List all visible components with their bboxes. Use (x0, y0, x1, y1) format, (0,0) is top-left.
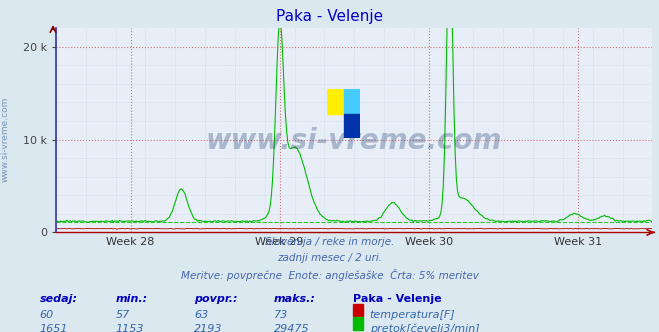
Text: www.si-vreme.com: www.si-vreme.com (206, 126, 502, 154)
Text: Paka - Velenje: Paka - Velenje (353, 294, 441, 304)
Text: Meritve: povprečne  Enote: anglešaške  Črta: 5% meritev: Meritve: povprečne Enote: anglešaške Črt… (181, 269, 478, 281)
Text: 57: 57 (115, 310, 130, 320)
Text: 63: 63 (194, 310, 209, 320)
Text: 60: 60 (40, 310, 54, 320)
Text: temperatura[F]: temperatura[F] (370, 310, 455, 320)
Text: www.si-vreme.com: www.si-vreme.com (1, 97, 10, 182)
Text: 29475: 29475 (273, 324, 309, 332)
Text: povpr.:: povpr.: (194, 294, 238, 304)
Text: 73: 73 (273, 310, 288, 320)
Text: 1651: 1651 (40, 324, 68, 332)
Bar (344, 89, 360, 114)
Text: maks.:: maks.: (273, 294, 316, 304)
Text: Slovenija / reke in morje.: Slovenija / reke in morje. (265, 237, 394, 247)
Bar (328, 89, 344, 114)
Text: 1153: 1153 (115, 324, 144, 332)
Text: sedaj:: sedaj: (40, 294, 78, 304)
Text: pretok[čevelj3/min]: pretok[čevelj3/min] (370, 324, 479, 332)
Bar (344, 114, 360, 138)
Text: min.:: min.: (115, 294, 148, 304)
Text: Paka - Velenje: Paka - Velenje (276, 9, 383, 24)
Text: zadnji mesec / 2 uri.: zadnji mesec / 2 uri. (277, 253, 382, 263)
Text: 2193: 2193 (194, 324, 223, 332)
